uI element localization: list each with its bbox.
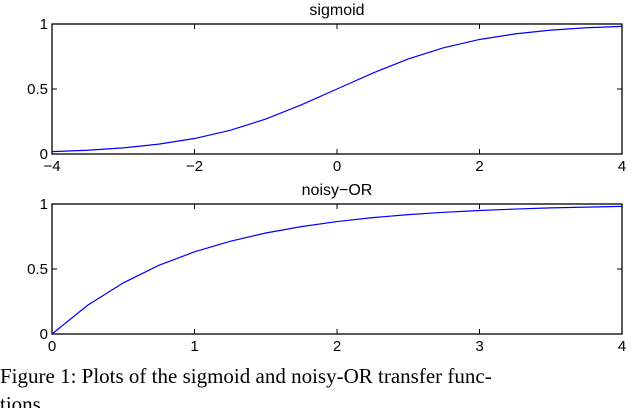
y-tick-label: 1 <box>40 16 48 33</box>
figure-caption: Figure 1: Plots of the sigmoid and noisy… <box>0 362 640 408</box>
x-tick-label: −2 <box>186 158 203 175</box>
x-tick-label: 4 <box>618 338 626 355</box>
x-tick-label: 4 <box>618 158 626 175</box>
y-tick-label: 0.5 <box>27 81 48 98</box>
caption-line-2: tions. <box>0 392 47 408</box>
y-tick-label: 0.5 <box>27 261 48 278</box>
chart-title: noisy−OR <box>302 182 373 199</box>
y-tick-label: 1 <box>40 196 48 213</box>
chart-panel-1: sigmoid −4 −2 0 2 4 0 0.5 1 <box>27 2 626 175</box>
y-tick-label: 0 <box>40 326 48 343</box>
chart-panel-2: noisy−OR 0 1 2 3 4 0 0.5 1 <box>27 182 626 355</box>
x-tick-label: 0 <box>333 158 341 175</box>
axes-frame <box>51 203 623 335</box>
series-line-1 <box>51 25 623 153</box>
x-tick-label: 1 <box>190 338 198 355</box>
figure: sigmoid −4 −2 0 2 4 0 0.5 1 noisy−OR 0 1 2 3 4 0 0.5 1 <box>27 2 626 355</box>
caption-line-1: Figure 1: Plots of the sigmoid and noisy… <box>0 364 492 388</box>
series-line-1 <box>51 205 623 335</box>
x-tick-label: 3 <box>475 338 483 355</box>
x-tick-label: −4 <box>43 158 60 175</box>
x-tick-label: 0 <box>48 338 56 355</box>
chart-title: sigmoid <box>309 2 364 19</box>
x-tick-label: 2 <box>333 338 341 355</box>
y-tick-label: 0 <box>40 146 48 163</box>
x-tick-label: 2 <box>475 158 483 175</box>
